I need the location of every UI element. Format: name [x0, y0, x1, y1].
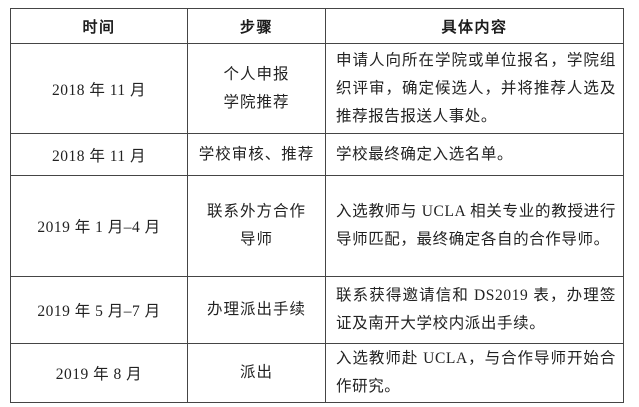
- content-text: 学校最终确定入选名单。: [336, 145, 514, 163]
- table-body: 2018 年 11 月个人申报 学院推荐 申请人向所在学院或单位报名，学院组织评审，…: [10, 43, 624, 403]
- cell-content: 联系获得邀请信和 DS2019 表，办理签证及南开大学校内派出手续。: [325, 276, 624, 344]
- step-line: 办理派出手续: [206, 301, 306, 318]
- cell-time: 2019 年 5 月–7 月: [10, 276, 188, 344]
- cell-time: 2018 年 11 月: [10, 133, 188, 176]
- steps-wrap: 派出: [189, 359, 325, 387]
- step-line: 联系外方合作: [206, 203, 306, 220]
- schedule-table: 时间 步骤 具体内容 2018 年 11 月个人申报 学院推荐 申请人向所在学院或单…: [10, 8, 624, 403]
- step-line: 个人申报: [223, 65, 290, 83]
- cell-content: 入选教师与 UCLA 相关专业的教授进行导师匹配，最终确定各自的合作导师。: [325, 175, 624, 277]
- table-row: 2019 年 8 月 派出 入选教师赴 UCLA，与合作导师开始合作研究。: [10, 343, 624, 403]
- table-row: 2019 年 1 月–4 月联系外方合作 导师 入选教师与 UCLA 相关专业的教授…: [10, 175, 624, 277]
- cell-time: 2018 年 11 月: [10, 43, 188, 134]
- header-content: 具体内容: [325, 8, 624, 44]
- cell-steps: 派出: [187, 343, 326, 403]
- cell-steps: 联系外方合作 导师: [187, 175, 326, 277]
- step-line: 学校审核、推荐: [198, 145, 315, 163]
- steps-wrap: 办理派出手续: [189, 296, 325, 324]
- step-line: 导师: [239, 231, 273, 248]
- content-text: 入选教师赴 UCLA，与合作导师开始合作研究。: [336, 350, 616, 395]
- cell-time: 2019 年 8 月: [10, 343, 188, 403]
- steps-wrap: 个人申报 学院推荐: [189, 61, 325, 117]
- content-text: 入选教师与 UCLA 相关专业的教授进行导师匹配，最终确定各自的合作导师。: [336, 203, 616, 248]
- cell-content: 申请人向所在学院或单位报名，学院组织评审，确定候选人，并将推荐人选及推荐报告报送…: [325, 43, 624, 134]
- table-row: 2018 年 11 月个人申报 学院推荐 申请人向所在学院或单位报名，学院组织评审，…: [10, 43, 624, 134]
- cell-steps: 个人申报 学院推荐: [187, 43, 326, 134]
- table-row: 2019 年 5 月–7 月 办理派出手续 联系获得邀请信和 DS2019 表，办理…: [10, 276, 624, 344]
- content-text: 联系获得邀请信和 DS2019 表，办理签证及南开大学校内派出手续。: [336, 287, 616, 332]
- cell-content: 入选教师赴 UCLA，与合作导师开始合作研究。: [325, 343, 624, 403]
- step-line: 派出: [239, 364, 273, 381]
- cell-content: 学校最终确定入选名单。: [325, 133, 624, 176]
- header-time: 时间: [10, 8, 188, 44]
- header-step: 步骤: [187, 8, 326, 44]
- content-text: 申请人向所在学院或单位报名，学院组织评审，确定候选人，并将推荐人选及推荐报告报送…: [336, 51, 616, 125]
- steps-wrap: 学校审核、推荐: [189, 141, 325, 169]
- step-line: 学院推荐: [223, 93, 290, 111]
- cell-steps: 办理派出手续: [187, 276, 326, 344]
- cell-steps: 学校审核、推荐: [187, 133, 326, 176]
- table-row: 2018 年 11 月学校审核、推荐 学校最终确定入选名单。: [10, 133, 624, 176]
- cell-time: 2019 年 1 月–4 月: [10, 175, 188, 277]
- steps-wrap: 联系外方合作 导师: [189, 198, 325, 254]
- header-row: 时间 步骤 具体内容: [10, 8, 624, 44]
- table-header: 时间 步骤 具体内容: [10, 8, 624, 44]
